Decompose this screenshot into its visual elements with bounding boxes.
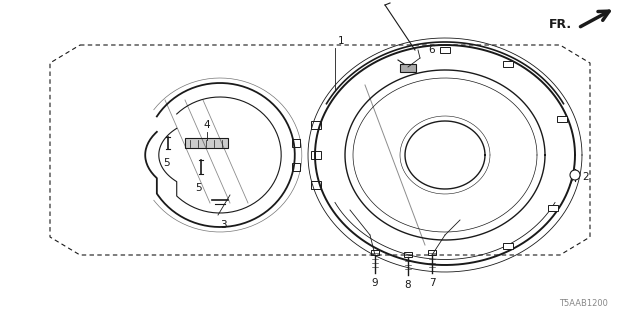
Text: 4: 4 <box>204 120 211 130</box>
FancyBboxPatch shape <box>371 250 379 255</box>
Bar <box>502 61 513 67</box>
Bar <box>502 243 513 249</box>
FancyBboxPatch shape <box>311 151 321 159</box>
Text: 1: 1 <box>338 36 344 46</box>
Text: FR.: FR. <box>549 18 572 31</box>
Bar <box>440 47 450 53</box>
FancyBboxPatch shape <box>311 181 321 189</box>
FancyBboxPatch shape <box>184 138 227 148</box>
Text: 5: 5 <box>163 158 170 168</box>
Bar <box>557 116 568 122</box>
FancyBboxPatch shape <box>399 63 415 71</box>
Text: 8: 8 <box>404 280 412 290</box>
Text: T5AAB1200: T5AAB1200 <box>559 299 608 308</box>
Text: 2: 2 <box>582 172 589 182</box>
Text: 6: 6 <box>428 45 435 55</box>
FancyBboxPatch shape <box>292 139 300 147</box>
Text: 9: 9 <box>372 278 378 288</box>
Text: 5: 5 <box>196 183 202 193</box>
FancyBboxPatch shape <box>292 163 300 171</box>
Bar <box>548 204 558 211</box>
Text: 3: 3 <box>220 220 227 230</box>
Circle shape <box>570 170 580 180</box>
FancyBboxPatch shape <box>311 121 321 129</box>
FancyBboxPatch shape <box>428 250 436 255</box>
Text: 7: 7 <box>429 278 435 288</box>
FancyBboxPatch shape <box>404 252 412 257</box>
